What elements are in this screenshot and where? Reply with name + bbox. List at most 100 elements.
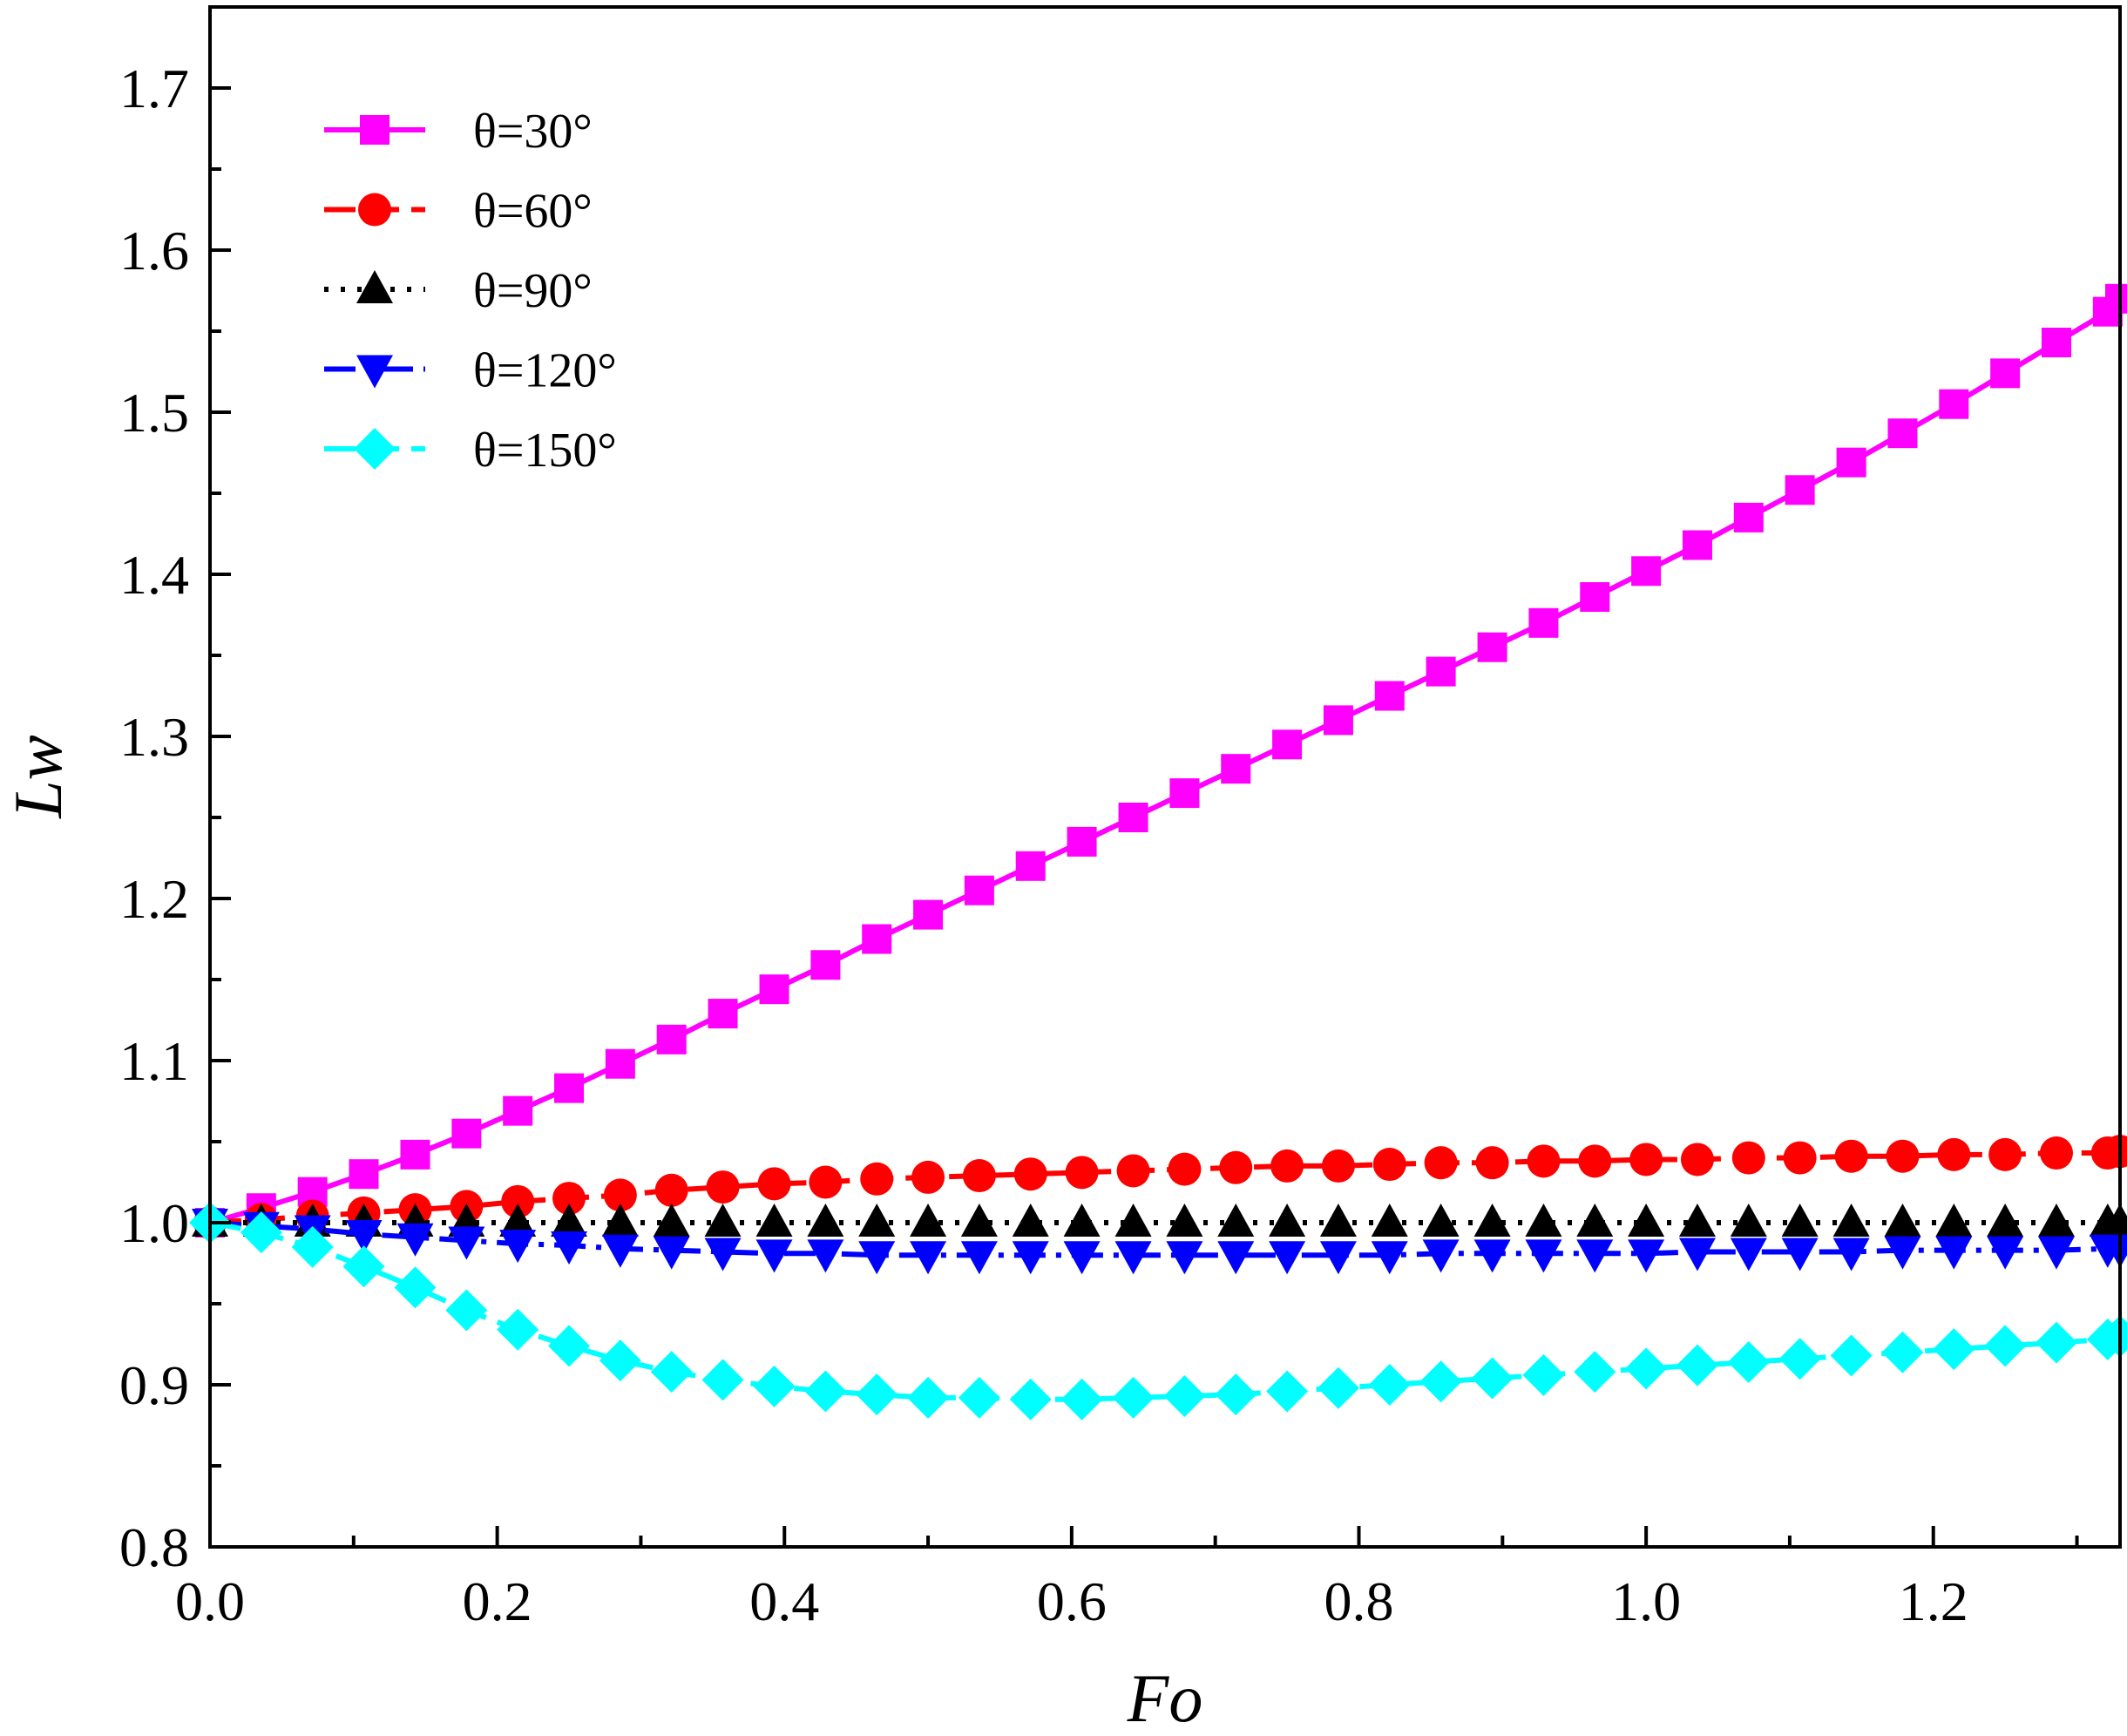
data-point	[1778, 1338, 1821, 1380]
data-point	[809, 1165, 843, 1199]
data-point	[1886, 1139, 1920, 1173]
data-point	[1269, 1204, 1306, 1237]
data-point	[451, 1118, 482, 1149]
series-line	[209, 1220, 2121, 1402]
data-point	[1060, 1378, 1103, 1421]
x-tick-label: 0.4	[749, 1570, 819, 1632]
data-point	[1009, 1378, 1052, 1421]
legend-marker	[356, 355, 393, 389]
data-point	[551, 1231, 588, 1265]
data-point	[704, 1238, 742, 1271]
x-tick-label: 1.2	[1899, 1570, 1968, 1632]
data-point	[342, 1245, 385, 1288]
data-point	[1834, 1139, 1868, 1173]
data-point	[1832, 1204, 1870, 1237]
data-point	[1578, 1144, 1612, 1178]
data-point	[706, 1170, 740, 1204]
data-point	[1266, 1370, 1309, 1413]
data-point	[1625, 1347, 1668, 1390]
x-tick-label: 0.0	[175, 1570, 245, 1632]
legend-marker	[356, 270, 393, 303]
data-point	[1473, 1239, 1511, 1273]
data-point	[554, 1073, 585, 1103]
data-point	[810, 950, 841, 980]
data-point	[1114, 1204, 1152, 1237]
data-point	[1628, 1204, 1665, 1237]
data-point	[445, 1289, 488, 1332]
legend: θ=30° θ=60° θ=90° θ=120° θ=150°	[324, 105, 617, 478]
data-point	[1887, 418, 1918, 449]
y-tick-label: 0.9	[119, 1354, 189, 1416]
legend-label: θ=90°	[473, 264, 593, 318]
data-point	[858, 1204, 896, 1237]
y-tick-label: 1.6	[119, 220, 189, 281]
data-point	[1785, 475, 1815, 505]
y-tick-label: 1.3	[119, 706, 189, 768]
y-tick-label: 1.7	[119, 58, 189, 119]
data-point	[807, 1204, 844, 1237]
data-point	[1987, 1236, 2024, 1270]
data-point	[1781, 1204, 1819, 1237]
legend-item: θ=150°	[324, 424, 617, 478]
data-point	[601, 1234, 639, 1268]
y-tick-label: 1.4	[119, 544, 189, 606]
data-point	[960, 1241, 998, 1275]
data-point	[1730, 1204, 1767, 1237]
data-point	[400, 1139, 430, 1170]
y-axis: 0.8 0.9 1.0 1.1 1.2 1.3 1.4 1.5 1.6 1.7	[119, 58, 231, 1578]
data-point	[807, 1239, 844, 1273]
data-point	[1321, 1149, 1355, 1183]
legend-label: θ=150°	[473, 424, 617, 478]
x-tick-label: 0.8	[1324, 1570, 1393, 1632]
data-point	[2035, 1321, 2077, 1364]
data-point	[1116, 1154, 1150, 1188]
legend-label: θ=30°	[473, 105, 593, 159]
x-axis: 0.0 0.2 0.4 0.6 0.8 1.0 1.2	[175, 1526, 2079, 1632]
data-point	[603, 1178, 637, 1212]
data-point	[1990, 358, 2021, 389]
legend-label: θ=60°	[473, 185, 593, 239]
data-point	[396, 1223, 434, 1257]
data-point	[1574, 1351, 1616, 1394]
legend-marker	[358, 193, 391, 227]
data-point	[656, 1024, 687, 1054]
x-tick-label: 1.0	[1611, 1570, 1681, 1632]
data-point	[548, 1325, 591, 1367]
data-point	[910, 1241, 947, 1275]
data-point	[1471, 1357, 1514, 1400]
data-point	[1525, 1204, 1562, 1237]
data-point	[1836, 447, 1866, 478]
data-point	[1169, 778, 1200, 809]
data-point	[551, 1204, 588, 1237]
data-point	[552, 1182, 586, 1216]
data-point	[599, 1339, 641, 1382]
data-point	[2037, 1204, 2075, 1237]
data-point	[1063, 1204, 1101, 1237]
data-point	[757, 1167, 791, 1201]
data-point	[345, 1220, 383, 1254]
data-point	[654, 1173, 688, 1207]
data-point	[907, 1376, 950, 1419]
data-point	[1937, 1137, 1971, 1171]
legend-item: θ=60°	[324, 185, 593, 239]
data-point	[1163, 1375, 1206, 1418]
data-point	[448, 1226, 485, 1260]
data-point	[240, 1211, 282, 1254]
y-tick-label: 0.8	[119, 1516, 189, 1578]
data-point	[1939, 389, 1969, 419]
data-point	[958, 1376, 1000, 1419]
data-point	[1112, 1376, 1155, 1419]
data-point	[1676, 1344, 1718, 1387]
data-point	[1067, 826, 1097, 857]
series-3	[192, 1209, 2127, 1275]
series-1	[193, 1135, 2127, 1239]
data-point	[1166, 1204, 1203, 1237]
data-point	[1984, 1325, 2027, 1367]
data-point	[499, 1204, 537, 1237]
y-tick-label: 1.0	[119, 1192, 189, 1254]
data-point	[1881, 1331, 1924, 1373]
data-point	[1270, 1149, 1304, 1183]
data-point	[601, 1204, 639, 1237]
